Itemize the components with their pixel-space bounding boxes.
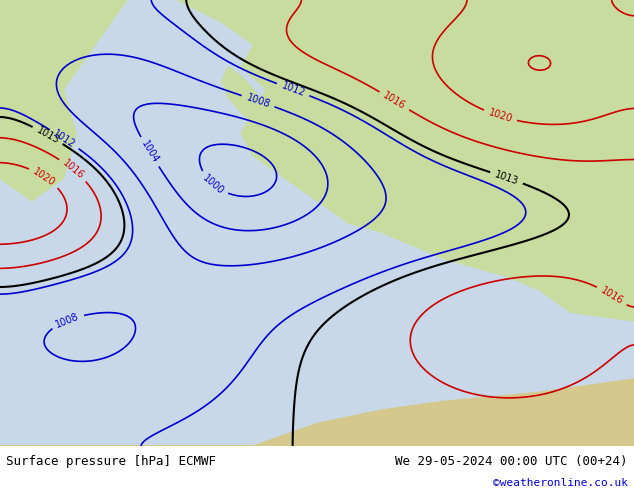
Text: 1016: 1016 bbox=[381, 90, 408, 111]
Text: 1012: 1012 bbox=[280, 81, 306, 98]
Polygon shape bbox=[0, 379, 634, 446]
Text: 1013: 1013 bbox=[493, 169, 520, 186]
Text: 1008: 1008 bbox=[55, 311, 81, 330]
Polygon shape bbox=[0, 0, 127, 201]
Text: 1020: 1020 bbox=[31, 166, 57, 188]
Polygon shape bbox=[222, 67, 266, 125]
Text: 1012: 1012 bbox=[51, 128, 77, 150]
Text: ©weatheronline.co.uk: ©weatheronline.co.uk bbox=[493, 478, 628, 489]
Text: We 29-05-2024 00:00 UTC (00+24): We 29-05-2024 00:00 UTC (00+24) bbox=[395, 455, 628, 468]
Text: 1008: 1008 bbox=[245, 93, 271, 110]
Text: Surface pressure [hPa] ECMWF: Surface pressure [hPa] ECMWF bbox=[6, 455, 216, 468]
Text: 1020: 1020 bbox=[487, 108, 514, 124]
Text: 1016: 1016 bbox=[61, 158, 86, 181]
Polygon shape bbox=[178, 0, 634, 321]
Text: 1004: 1004 bbox=[139, 139, 160, 165]
Text: 1013: 1013 bbox=[35, 125, 61, 146]
Polygon shape bbox=[317, 0, 456, 214]
Text: 1016: 1016 bbox=[598, 285, 625, 306]
Text: 1000: 1000 bbox=[201, 172, 226, 196]
